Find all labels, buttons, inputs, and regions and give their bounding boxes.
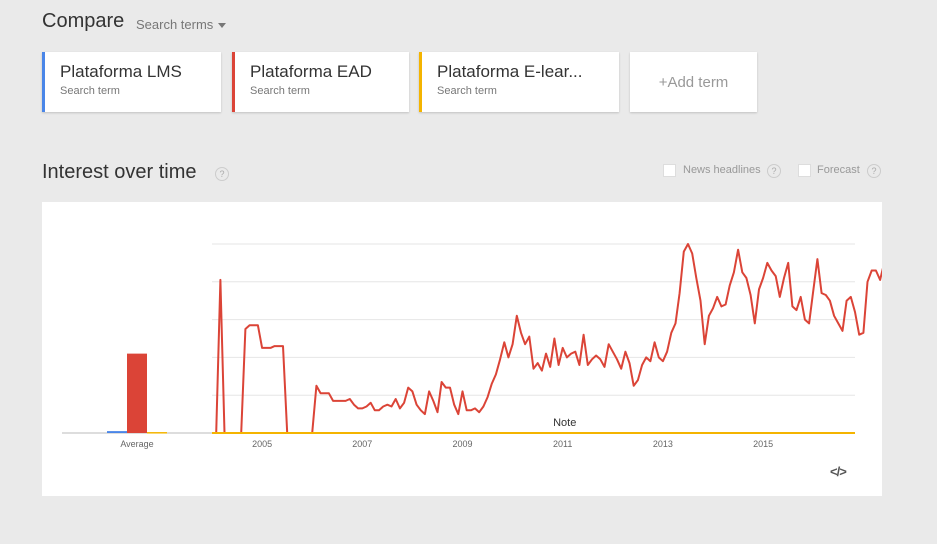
term-subtitle: Search term [60, 85, 120, 97]
forecast-help-icon[interactable]: ? [867, 164, 881, 178]
x-tick-label: 2007 [352, 439, 372, 449]
term-color-bar [419, 52, 422, 112]
term-name: Plataforma EAD [250, 62, 372, 81]
term-color-bar [232, 52, 235, 112]
term-subtitle: Search term [250, 85, 310, 97]
average-bar [127, 353, 147, 433]
note-marker: Note [553, 417, 576, 429]
x-tick-label: 2009 [453, 439, 473, 449]
help-icon[interactable]: ? [215, 167, 229, 181]
term-subtitle: Search term [437, 85, 497, 97]
term-card-lms[interactable]: Plataforma LMS Search term [42, 52, 221, 112]
x-tick-label: 2015 [753, 439, 773, 449]
news-headlines-label: News headlines [683, 164, 761, 176]
interest-over-time-chart: 2005 2007 2009 2011 2013 2015 Average Note [62, 243, 882, 449]
term-color-bar [42, 52, 45, 112]
news-headlines-help-icon[interactable]: ? [767, 164, 781, 178]
average-bar [147, 432, 167, 434]
interest-chart-card: 2005 2007 2009 2011 2013 2015 Average Note </> [42, 202, 882, 496]
x-tick-label: 2011 [553, 439, 572, 449]
compare-title: Compare [42, 10, 125, 32]
embed-code-icon[interactable]: </> [830, 464, 847, 479]
search-terms-dropdown[interactable]: Search terms [136, 17, 227, 32]
average-label: Average [120, 439, 153, 449]
term-card-elearning[interactable]: Plataforma E-lear... Search term [419, 52, 619, 112]
search-terms-label: Search terms [136, 17, 214, 32]
forecast-label: Forecast [817, 164, 860, 176]
term-name: Plataforma LMS [60, 62, 182, 81]
interest-over-time-title: Interest over time [42, 161, 197, 183]
x-tick-label: 2005 [252, 439, 272, 449]
forecast-checkbox[interactable] [798, 164, 811, 177]
add-term-button[interactable]: +Add term [630, 52, 757, 112]
series-line [212, 243, 882, 434]
news-headlines-checkbox[interactable] [663, 164, 676, 177]
caret-down-icon [218, 23, 227, 29]
x-tick-label: 2013 [653, 439, 673, 449]
term-card-ead[interactable]: Plataforma EAD Search term [232, 52, 409, 112]
average-bar [107, 431, 127, 433]
term-name: Plataforma E-lear... [437, 62, 583, 81]
